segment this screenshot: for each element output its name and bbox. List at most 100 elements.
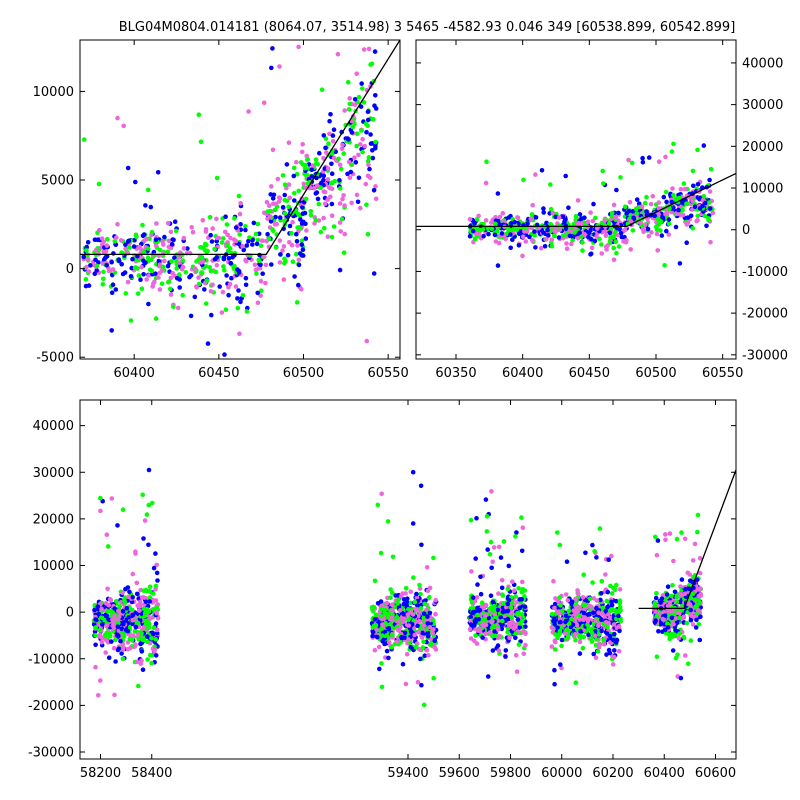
point-green <box>366 155 372 160</box>
point-pink <box>118 238 124 243</box>
point-blue <box>541 230 546 235</box>
point-green <box>669 593 674 599</box>
point-pink <box>208 289 214 294</box>
point-green <box>654 227 660 232</box>
point-green <box>105 609 111 614</box>
point-pink <box>166 244 172 250</box>
point-green <box>171 304 176 310</box>
point-pink <box>181 246 187 251</box>
point-green <box>413 645 419 650</box>
point-blue <box>130 594 135 600</box>
point-green <box>570 238 575 243</box>
point-green <box>549 611 555 617</box>
point-blue <box>330 133 336 138</box>
point-pink <box>669 209 674 215</box>
point-pink <box>281 244 287 249</box>
point-pink <box>550 210 556 216</box>
point-pink <box>347 96 353 101</box>
point-pink <box>696 608 701 613</box>
point-blue <box>375 601 381 606</box>
point-pink <box>166 238 172 244</box>
point-pink <box>111 645 117 651</box>
point-green <box>379 614 384 619</box>
point-blue <box>607 230 613 236</box>
point-pink <box>611 622 617 627</box>
point-green <box>149 660 154 666</box>
point-blue <box>321 177 326 183</box>
point-green <box>303 172 309 178</box>
point-blue <box>309 167 315 173</box>
point-blue <box>673 224 679 230</box>
point-pink <box>575 588 580 593</box>
point-green <box>341 151 347 156</box>
point-blue <box>559 637 565 643</box>
point-green <box>165 249 171 255</box>
point-pink <box>708 239 713 245</box>
point-blue <box>337 178 342 183</box>
point-green <box>265 209 271 214</box>
point-pink <box>314 183 320 188</box>
x-tick-label: 58400 <box>131 766 172 781</box>
point-pink <box>671 558 676 564</box>
point-green <box>204 242 209 248</box>
point-pink <box>512 588 517 593</box>
point-blue <box>140 667 146 672</box>
point-blue <box>238 222 243 227</box>
point-green <box>618 175 623 180</box>
point-green <box>696 622 702 627</box>
point-pink <box>474 641 480 646</box>
point-green <box>695 529 700 535</box>
point-green <box>374 0 379 3</box>
point-pink <box>108 598 114 603</box>
point-blue <box>563 173 568 179</box>
point-pink <box>641 228 647 234</box>
point-pink <box>331 155 337 161</box>
point-pink <box>489 489 494 494</box>
point-pink <box>425 588 431 594</box>
point-blue <box>236 241 242 247</box>
point-pink <box>321 156 326 161</box>
point-blue <box>415 623 420 629</box>
point-blue <box>506 597 512 603</box>
point-pink <box>384 600 390 606</box>
point-green <box>207 214 213 220</box>
point-green <box>255 221 261 227</box>
point-blue <box>113 287 119 292</box>
point-green <box>313 157 319 162</box>
point-green <box>144 512 150 517</box>
point-blue <box>579 216 584 221</box>
point-blue <box>525 221 530 226</box>
point-green <box>167 286 173 292</box>
point-pink <box>272 222 278 227</box>
x-tick-label: 60350 <box>435 366 476 381</box>
point-blue <box>250 242 255 247</box>
point-blue <box>235 267 240 272</box>
point-green <box>153 316 159 321</box>
point-pink <box>690 207 695 212</box>
point-blue <box>129 265 134 271</box>
point-pink <box>520 579 525 585</box>
point-pink <box>556 611 562 616</box>
point-green <box>412 599 418 605</box>
data-points <box>81 0 379 357</box>
point-green <box>101 276 106 282</box>
y-tick-label: 5000 <box>41 174 74 189</box>
point-pink <box>168 275 174 281</box>
point-green <box>608 235 613 240</box>
point-pink <box>432 644 438 650</box>
point-blue <box>485 674 491 679</box>
point-pink <box>325 177 331 182</box>
panel-full-lightcurve: 58200 58400 59400 59600 59800 60000 60200 60400… <box>28 399 737 781</box>
point-blue <box>591 201 596 207</box>
point-green <box>146 625 151 631</box>
point-pink <box>610 662 616 667</box>
point-blue <box>236 288 241 293</box>
y-tick-label: -5000 <box>36 351 74 366</box>
point-pink <box>210 226 215 231</box>
point-green <box>296 211 301 217</box>
point-green <box>513 534 518 539</box>
point-green <box>585 622 590 628</box>
point-pink <box>707 189 713 194</box>
point-green <box>707 200 712 205</box>
point-blue <box>688 607 693 613</box>
